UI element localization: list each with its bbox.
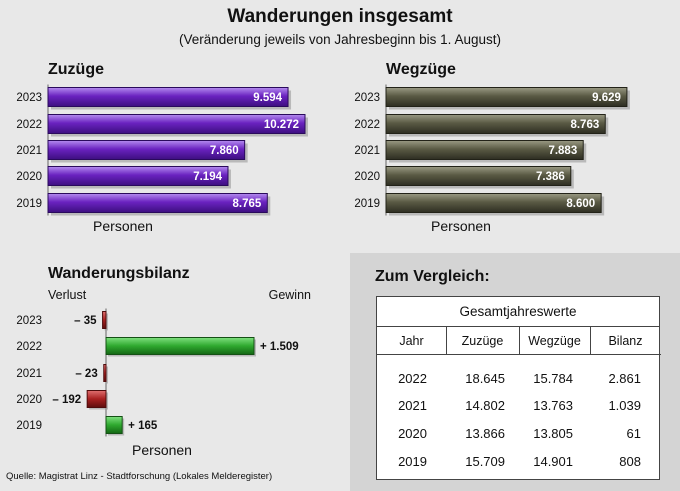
bilanz-bar bbox=[86, 390, 107, 408]
zuzuege-value-label: 7.860 bbox=[210, 145, 239, 157]
zuzuege-tick-label: 2019 bbox=[16, 198, 42, 210]
comparison-table: Gesamtjahreswerte Jahr Zuzüge Wegzüge Bilan… bbox=[376, 296, 661, 480]
bilanz-tick-label: 2021 bbox=[16, 368, 42, 380]
bilanz-xlabel: Personen bbox=[132, 442, 192, 458]
bilanz-value-label: + 165 bbox=[128, 420, 158, 432]
wegzuege-bar bbox=[385, 140, 584, 160]
wegzuege-tick-label: 2022 bbox=[354, 119, 380, 131]
zuzuege-value-label: 10.272 bbox=[264, 119, 299, 131]
wegzuege-tick-label: 2019 bbox=[354, 198, 380, 210]
zuzuege-value-label: 9.594 bbox=[253, 92, 282, 104]
bilanz-tick-label: 2023 bbox=[16, 315, 42, 327]
wegzuege-title: Wegzüge bbox=[386, 61, 456, 78]
bilanz-bar-shadow bbox=[105, 366, 108, 384]
comparison-title: Zum Vergleich: bbox=[375, 268, 490, 285]
source-note: Quelle: Magistrat Linz - Stadtforschung … bbox=[6, 471, 273, 482]
bilanz-value-label: + 1.509 bbox=[260, 341, 299, 353]
table-cell: 14.802 bbox=[465, 398, 505, 413]
wegzuege-value-label: 7.883 bbox=[548, 145, 577, 157]
bilanz-bar bbox=[105, 416, 123, 434]
wegzuege-bar bbox=[385, 166, 572, 186]
bilanz-tick-label: 2020 bbox=[16, 394, 42, 406]
zuzuege-bar bbox=[47, 114, 306, 134]
bilanz-tick-label: 2022 bbox=[16, 341, 42, 353]
page-subtitle: (Veränderung jeweils von Jahresbeginn bi… bbox=[179, 32, 501, 47]
table-cell: 61 bbox=[626, 426, 641, 441]
table-cell: 2.861 bbox=[608, 371, 641, 386]
column-header: Wegzüge bbox=[519, 327, 590, 355]
table-cell: 1.039 bbox=[608, 398, 641, 413]
wegzuege-value-label: 9.629 bbox=[592, 92, 621, 104]
wegzuege-bar bbox=[385, 87, 628, 107]
wegzuege-value-label: 7.386 bbox=[536, 171, 565, 183]
column-divider bbox=[590, 327, 591, 355]
wegzuege-bar bbox=[385, 114, 606, 134]
column-divider bbox=[519, 327, 520, 355]
zuzuege-tick-label: 2021 bbox=[16, 145, 42, 157]
table-cell: 15.709 bbox=[465, 454, 505, 469]
table-cell: 18.645 bbox=[465, 371, 505, 386]
wegzuege-tick-label: 2023 bbox=[354, 92, 380, 104]
wegzuege-bar bbox=[385, 193, 602, 213]
wegzuege-value-label: 8.600 bbox=[566, 198, 595, 210]
table-cell: 13.866 bbox=[465, 426, 505, 441]
bilanz-value-label: – 35 bbox=[74, 315, 97, 327]
table-cell: 2019 bbox=[398, 454, 427, 469]
column-header: Zuzüge bbox=[446, 327, 519, 355]
wegzuege-tick-label: 2021 bbox=[354, 145, 380, 157]
table-cell: 2020 bbox=[398, 426, 427, 441]
table-cell: 2021 bbox=[398, 398, 427, 413]
wegzuege-tick-label: 2020 bbox=[354, 171, 380, 183]
wegzuege-xlabel: Personen bbox=[431, 218, 491, 234]
zuzuege-bar bbox=[47, 140, 246, 160]
table-cell: 808 bbox=[619, 454, 641, 469]
zuzuege-tick-label: 2023 bbox=[16, 92, 42, 104]
bilanz-value-label: – 192 bbox=[52, 394, 81, 406]
zuzuege-xlabel: Personen bbox=[93, 218, 153, 234]
bilanz-tick-label: 2019 bbox=[16, 420, 42, 432]
bilanz-value-label: – 23 bbox=[75, 368, 97, 380]
column-divider bbox=[446, 327, 447, 355]
zuzuege-value-label: 7.194 bbox=[193, 171, 222, 183]
table-cell: 14.901 bbox=[533, 454, 573, 469]
page-title: Wanderungen insgesamt bbox=[227, 6, 453, 27]
comparison-caption: Gesamtjahreswerte bbox=[377, 297, 659, 327]
zuzuege-tick-label: 2022 bbox=[16, 119, 42, 131]
zuzuege-tick-label: 2020 bbox=[16, 171, 42, 183]
bilanz-title: Wanderungsbilanz bbox=[48, 265, 190, 282]
bilanz-bar bbox=[102, 311, 107, 329]
bilanz-bar bbox=[103, 364, 107, 382]
zuzuege-value-label: 8.765 bbox=[233, 198, 262, 210]
zuzuege-title: Zuzüge bbox=[48, 61, 104, 78]
bilanz-bar bbox=[105, 337, 255, 355]
table-cell: 2022 bbox=[398, 371, 427, 386]
zuzuege-bar bbox=[47, 193, 268, 213]
bilanz-positive-label: Gewinn bbox=[269, 288, 311, 302]
table-cell: 15.784 bbox=[533, 371, 573, 386]
table-cell: 13.805 bbox=[533, 426, 573, 441]
zuzuege-bar bbox=[47, 87, 289, 107]
column-header: Bilanz bbox=[590, 327, 661, 355]
wegzuege-value-label: 8.763 bbox=[570, 119, 599, 131]
table-cell: 13.763 bbox=[533, 398, 573, 413]
column-header: Jahr bbox=[377, 327, 446, 355]
zuzuege-bar bbox=[47, 166, 229, 186]
bilanz-negative-label: Verlust bbox=[48, 288, 87, 302]
